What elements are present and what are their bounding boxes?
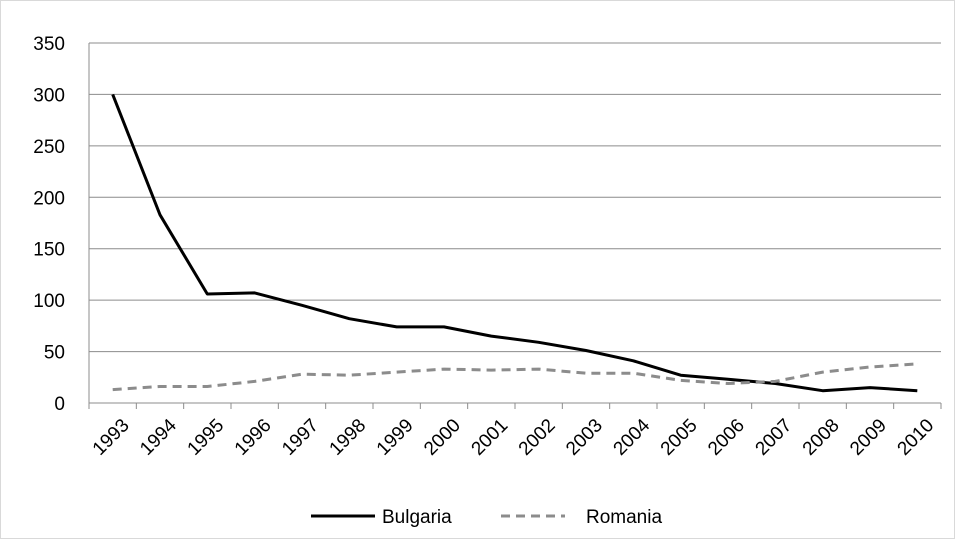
y-axis-tick-labels: 0 50 100 150 200 250 300 350 <box>33 34 65 415</box>
legend-label-romania: Romania <box>586 507 662 528</box>
x-tick-label: 2000 <box>420 415 465 460</box>
legend-label-bulgaria: Bulgaria <box>382 507 452 528</box>
x-tick-label: 2001 <box>468 415 513 460</box>
series-line-bulgaria <box>113 94 918 390</box>
x-tick-label: 1995 <box>184 415 229 460</box>
x-tick-label: 2009 <box>846 415 891 460</box>
y-tick-label: 300 <box>33 85 65 106</box>
x-tick-label: 2006 <box>704 415 749 460</box>
legend: Bulgaria Romania <box>311 507 662 528</box>
x-tick-label: 1998 <box>326 415 371 460</box>
x-tick-label: 2008 <box>799 415 844 460</box>
x-tick-label: 2004 <box>610 415 655 460</box>
gridlines <box>89 43 941 352</box>
y-tick-label: 50 <box>44 343 65 364</box>
x-tick-label: 1994 <box>136 415 181 460</box>
x-tick-label: 1996 <box>231 415 276 460</box>
x-tick-label: 1999 <box>373 415 418 460</box>
y-tick-label: 0 <box>54 394 65 415</box>
x-tick-label: 1993 <box>89 415 134 460</box>
axes <box>89 43 941 409</box>
x-tick-label: 2010 <box>894 415 939 460</box>
y-tick-label: 200 <box>33 188 65 209</box>
y-tick-label: 250 <box>33 137 65 158</box>
x-tick-label: 1997 <box>278 415 323 460</box>
y-tick-label: 150 <box>33 240 65 261</box>
x-tick-label: 2002 <box>515 415 560 460</box>
x-tick-label: 2005 <box>657 415 702 460</box>
x-tick-label: 2003 <box>562 415 607 460</box>
y-tick-label: 350 <box>33 34 65 55</box>
series-lines <box>113 94 918 390</box>
y-tick-label: 100 <box>33 291 65 312</box>
x-tick-label: 2007 <box>752 415 797 460</box>
